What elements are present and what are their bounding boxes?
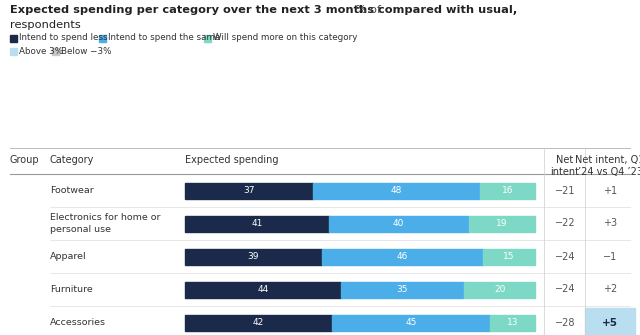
Text: −22: −22 (555, 218, 575, 228)
Text: 45: 45 (405, 318, 417, 327)
Text: 42: 42 (253, 318, 264, 327)
Bar (185, 183, 313, 199)
Bar (52, 48, 59, 55)
Text: 16: 16 (502, 186, 513, 195)
Bar (479, 183, 535, 199)
Text: −1: −1 (603, 252, 617, 262)
Bar (185, 281, 340, 297)
Text: −21: −21 (555, 186, 575, 196)
Text: +3: +3 (603, 218, 617, 228)
Bar (204, 35, 211, 42)
Text: Apparel: Apparel (50, 252, 86, 261)
Bar (483, 249, 535, 265)
Text: Net
intent: Net intent (550, 155, 579, 177)
Text: Expected spending per category over the next 3 months compared with usual,: Expected spending per category over the … (10, 5, 517, 15)
Bar (10, 48, 17, 55)
Text: 15: 15 (503, 252, 515, 261)
Text: Intend to spend less: Intend to spend less (19, 34, 108, 43)
Text: −24: −24 (555, 284, 575, 294)
Text: −28: −28 (555, 318, 575, 328)
Text: Group: Group (10, 155, 40, 165)
Text: 19: 19 (496, 219, 508, 228)
Text: +5: +5 (602, 318, 618, 328)
Bar (321, 249, 483, 265)
Text: 37: 37 (243, 186, 255, 195)
Text: 46: 46 (396, 252, 408, 261)
Text: 39: 39 (248, 252, 259, 261)
Text: Footwear: Footwear (50, 186, 93, 195)
Text: Below −3%: Below −3% (61, 47, 111, 56)
Text: 48: 48 (390, 186, 402, 195)
Bar (185, 315, 332, 331)
Bar (468, 215, 535, 231)
Text: Expected spending: Expected spending (185, 155, 278, 165)
Bar (328, 215, 468, 231)
Bar (313, 183, 479, 199)
Text: −24: −24 (555, 252, 575, 262)
Text: 35: 35 (397, 285, 408, 294)
Text: Category: Category (50, 155, 94, 165)
Text: respondents: respondents (10, 20, 81, 30)
Text: Furniture: Furniture (50, 285, 93, 294)
Text: Will spend more on this category: Will spend more on this category (212, 34, 357, 43)
Text: 20: 20 (494, 285, 506, 294)
Bar (464, 281, 535, 297)
Text: 13: 13 (506, 318, 518, 327)
Bar (340, 281, 464, 297)
Text: 40: 40 (393, 219, 404, 228)
Bar (10, 35, 17, 42)
Text: 44: 44 (257, 285, 268, 294)
Bar (585, 308, 635, 335)
Bar (332, 315, 490, 331)
Text: Above 3%: Above 3% (19, 47, 63, 56)
Text: Accessories: Accessories (50, 318, 106, 327)
Text: Electronics for home or
personal use: Electronics for home or personal use (50, 213, 161, 233)
Text: Net intent, Q1
’24 vs Q4 ’23: Net intent, Q1 ’24 vs Q4 ’23 (575, 155, 640, 177)
Text: 41: 41 (251, 219, 262, 228)
Bar (99, 35, 106, 42)
Text: Intend to spend the same: Intend to spend the same (108, 34, 220, 43)
Bar (185, 249, 321, 265)
Text: +1: +1 (603, 186, 617, 196)
Bar (490, 315, 535, 331)
Bar (185, 215, 328, 231)
Text: +2: +2 (603, 284, 617, 294)
Text: % of: % of (352, 5, 381, 15)
